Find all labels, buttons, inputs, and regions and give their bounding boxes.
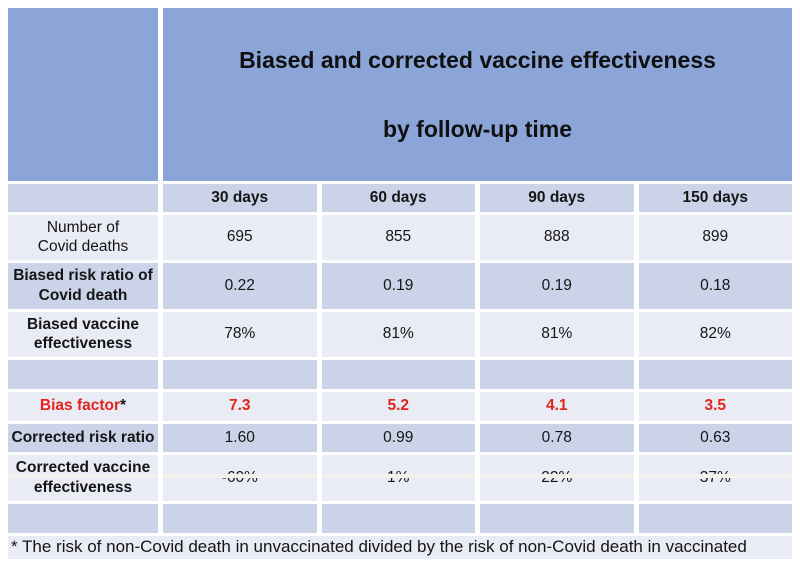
table-title-line2: by follow-up time (382, 115, 573, 142)
spacer-row (8, 359, 792, 389)
cell-value: 855 (321, 214, 475, 260)
table-title-line1: Biased and corrected vaccine effectivene… (239, 46, 716, 73)
column-header-90-days: 90 days (480, 183, 634, 212)
cell-value: 1.60 (163, 423, 317, 452)
cell-value: 81% (480, 311, 634, 357)
cell-value: 0.22 (163, 262, 317, 309)
cell-value: 4.1 (480, 391, 634, 421)
cell-value: 81% (321, 311, 475, 357)
cell-value: 5.2 (321, 391, 475, 421)
cell-value: 82% (638, 311, 792, 357)
row-label: Biased vaccine effectiveness (8, 311, 158, 357)
row-label: Bias factor* (8, 391, 158, 421)
column-header-row: 30 days 60 days 90 days 150 days (8, 183, 792, 212)
footnote-asterisk: * (120, 397, 127, 415)
vaccine-effectiveness-table: Biased and corrected vaccine effectivene… (3, 5, 797, 562)
row-bias-factor: Bias factor* 7.3 5.2 4.1 3.5 (8, 391, 792, 421)
column-header-blank (8, 183, 158, 212)
clipped-next-row-strip (8, 474, 792, 478)
row-label: Biased risk ratio of Covid death (8, 262, 158, 309)
row-label: Number of Covid deaths (8, 214, 158, 260)
spacer-row (8, 503, 792, 533)
row-biased-vaccine-effectiveness: Biased vaccine effectiveness 78% 81% 81%… (8, 311, 792, 357)
column-header-150-days: 150 days (638, 183, 792, 212)
column-header-30-days: 30 days (163, 183, 317, 212)
cell-value: 899 (638, 214, 792, 260)
slide: Biased and corrected vaccine effectivene… (8, 8, 792, 559)
title-row: Biased and corrected vaccine effectivene… (8, 8, 792, 181)
bias-factor-label: Bias factor (39, 397, 121, 415)
cell-value: 3.5 (638, 391, 792, 421)
table-footnote: * The risk of non-Covid death in unvacci… (8, 535, 792, 559)
cell-value: 78% (163, 311, 317, 357)
cell-value: 7.3 (163, 391, 317, 421)
cell-value: 0.19 (480, 262, 634, 309)
row-corrected-risk-ratio: Corrected risk ratio 1.60 0.99 0.78 0.63 (8, 423, 792, 452)
row-label: Corrected risk ratio (8, 423, 158, 452)
footnote-row: * The risk of non-Covid death in unvacci… (8, 535, 792, 559)
cell-value: 888 (480, 214, 634, 260)
table-title: Biased and corrected vaccine effectivene… (163, 8, 792, 181)
column-header-60-days: 60 days (321, 183, 475, 212)
row-number-of-covid-deaths: Number of Covid deaths 695 855 888 899 (8, 214, 792, 260)
cell-value: 0.99 (321, 423, 475, 452)
cell-value: 0.18 (638, 262, 792, 309)
table-corner-cell (8, 8, 158, 181)
cell-value: 695 (163, 214, 317, 260)
row-biased-risk-ratio: Biased risk ratio of Covid death 0.22 0.… (8, 262, 792, 309)
cell-value: 0.78 (480, 423, 634, 452)
cell-value: 0.19 (321, 262, 475, 309)
cell-value: 0.63 (638, 423, 792, 452)
